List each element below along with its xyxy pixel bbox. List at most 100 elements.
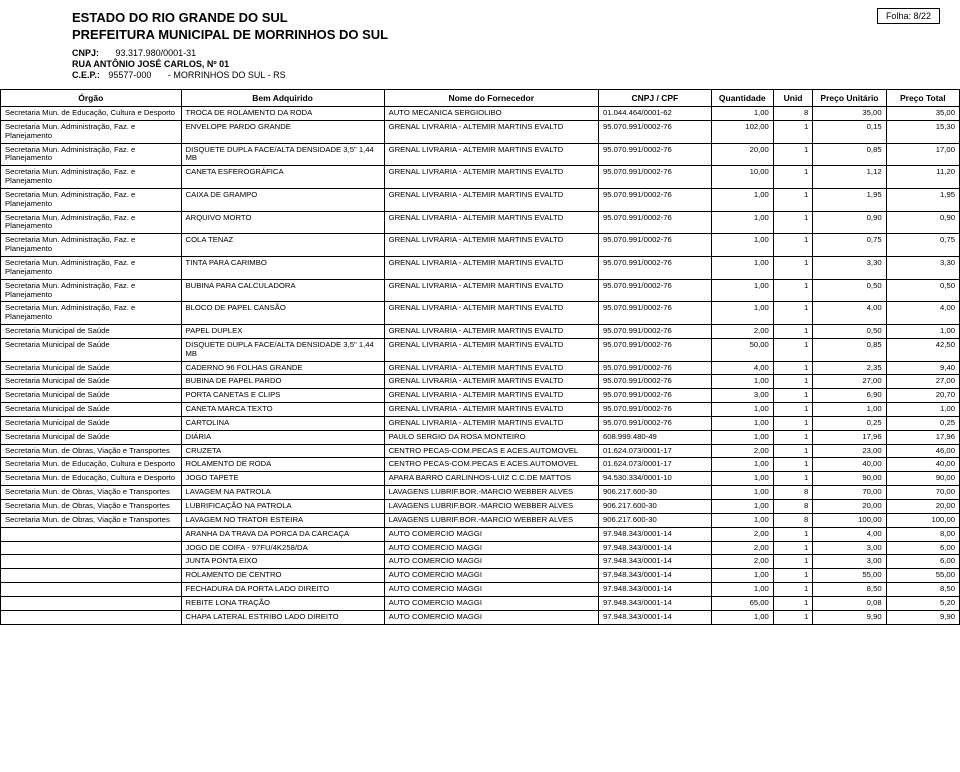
cell-unit: 0,75 — [813, 234, 886, 257]
cell-unit: 0,85 — [813, 143, 886, 166]
cell-unit: 2,35 — [813, 361, 886, 375]
cell-unit: 1,12 — [813, 166, 886, 189]
cell-forn: AUTO COMERCIO MAGGI — [384, 527, 598, 541]
cell-unid: 1 — [773, 143, 812, 166]
table-row: Secretaria Mun. de Educação, Cultura e D… — [1, 458, 960, 472]
cell-unit: 4,00 — [813, 302, 886, 325]
cell-total: 27,00 — [886, 375, 959, 389]
cell-orgao: Secretaria Mun. de Obras, Viação e Trans… — [1, 444, 182, 458]
cell-unid: 1 — [773, 416, 812, 430]
cell-bem: CHAPA LATERAL ESTRIBO LADO DIREITO — [181, 610, 384, 624]
cell-qtd: 1,00 — [711, 486, 773, 500]
cell-qtd: 1,00 — [711, 256, 773, 279]
cell-unid: 1 — [773, 555, 812, 569]
folha-label: Folha: — [886, 11, 911, 21]
table-row: Secretaria Mun. de Educação, Cultura e D… — [1, 107, 960, 121]
cell-orgao: Secretaria Mun. de Obras, Viação e Trans… — [1, 486, 182, 500]
cell-unit: 3,30 — [813, 256, 886, 279]
th-orgao: Órgão — [1, 90, 182, 107]
cell-cnpj: 95.070.991/0002-76 — [598, 325, 711, 339]
cell-forn: GRENAL LIVRARIA - ALTEMIR MARTINS EVALTD — [384, 166, 598, 189]
cell-forn: GRENAL LIVRARIA - ALTEMIR MARTINS EVALTD — [384, 256, 598, 279]
cell-cnpj: 95.070.991/0002-76 — [598, 188, 711, 211]
cell-forn: AUTO COMERCIO MAGGI — [384, 541, 598, 555]
cell-forn: GRENAL LIVRARIA - ALTEMIR MARTINS EVALTD — [384, 325, 598, 339]
cell-forn: LAVAGENS LUBRIF.BOR.-MARCIO WEBBER ALVES — [384, 486, 598, 500]
cnpj-label: CNPJ: — [72, 48, 99, 58]
table-row: Secretaria Mun. de Obras, Viação e Trans… — [1, 444, 960, 458]
cell-qtd: 1,00 — [711, 610, 773, 624]
cell-qtd: 3,00 — [711, 389, 773, 403]
cell-cnpj: 906.217.600-30 — [598, 500, 711, 514]
cell-bem: BLOCO DE PAPEL CANSÃO — [181, 302, 384, 325]
cell-qtd: 1,00 — [711, 569, 773, 583]
cell-total: 6,00 — [886, 541, 959, 555]
cell-unid: 8 — [773, 513, 812, 527]
cell-qtd: 1,00 — [711, 375, 773, 389]
cell-cnpj: 95.070.991/0002-76 — [598, 375, 711, 389]
cell-unid: 1 — [773, 338, 812, 361]
cell-total: 9,90 — [886, 610, 959, 624]
table-row: Secretaria Mun. Administração, Faz. e Pl… — [1, 256, 960, 279]
cell-qtd: 1,00 — [711, 472, 773, 486]
table-row: JUNTA PONTA EIXOAUTO COMERCIO MAGGI97.94… — [1, 555, 960, 569]
cell-unit: 55,00 — [813, 569, 886, 583]
cell-qtd: 2,00 — [711, 325, 773, 339]
cep-value: 95577-000 — [108, 70, 151, 80]
cell-orgao: Secretaria Mun. Administração, Faz. e Pl… — [1, 256, 182, 279]
cell-orgao — [1, 583, 182, 597]
cell-cnpj: 95.070.991/0002-76 — [598, 302, 711, 325]
cell-cnpj: 95.070.991/0002-76 — [598, 416, 711, 430]
cell-orgao — [1, 610, 182, 624]
cell-orgao — [1, 541, 182, 555]
table-row: ARANHA DA TRAVA DA PORCA DA CARCAÇAAUTO … — [1, 527, 960, 541]
table-row: Secretaria Mun. Administração, Faz. e Pl… — [1, 120, 960, 143]
cell-forn: GRENAL LIVRARIA - ALTEMIR MARTINS EVALTD — [384, 403, 598, 417]
cell-bem: ROLAMENTO DE CENTRO — [181, 569, 384, 583]
th-cnpj: CNPJ / CPF — [598, 90, 711, 107]
cell-total: 0,50 — [886, 279, 959, 302]
cell-forn: GRENAL LIVRARIA - ALTEMIR MARTINS EVALTD — [384, 375, 598, 389]
cell-qtd: 1,00 — [711, 458, 773, 472]
cell-bem: CANETA ESFEROGRÁFICA — [181, 166, 384, 189]
table-row: Secretaria Municipal de SaúdeBUBINA DE P… — [1, 375, 960, 389]
cell-total: 6,00 — [886, 555, 959, 569]
cell-qtd: 102,00 — [711, 120, 773, 143]
cell-orgao: Secretaria Mun. Administração, Faz. e Pl… — [1, 302, 182, 325]
cell-forn: GRENAL LIVRARIA - ALTEMIR MARTINS EVALTD — [384, 188, 598, 211]
cell-unid: 1 — [773, 256, 812, 279]
cell-unid: 1 — [773, 361, 812, 375]
cell-cnpj: 97.948.343/0001-14 — [598, 555, 711, 569]
cell-qtd: 1,00 — [711, 279, 773, 302]
cell-forn: AUTO COMERCIO MAGGI — [384, 569, 598, 583]
cell-orgao — [1, 555, 182, 569]
cell-unit: 0,15 — [813, 120, 886, 143]
table-row: Secretaria Mun. de Obras, Viação e Trans… — [1, 513, 960, 527]
cell-orgao — [1, 596, 182, 610]
cell-cnpj: 95.070.991/0002-76 — [598, 256, 711, 279]
cell-unit: 3,00 — [813, 541, 886, 555]
cell-bem: JOGO DE COIFA - 97FU/4K258/DA — [181, 541, 384, 555]
cell-total: 20,70 — [886, 389, 959, 403]
cell-bem: LAVAGEM NA PATROLA — [181, 486, 384, 500]
cell-total: 17,96 — [886, 430, 959, 444]
cell-bem: ARQUIVO MORTO — [181, 211, 384, 234]
cell-orgao: Secretaria Mun. de Educação, Cultura e D… — [1, 458, 182, 472]
cell-unid: 1 — [773, 375, 812, 389]
cell-forn: GRENAL LIVRARIA - ALTEMIR MARTINS EVALTD — [384, 120, 598, 143]
cell-forn: AUTO COMERCIO MAGGI — [384, 555, 598, 569]
cell-unid: 1 — [773, 527, 812, 541]
title-prefeitura: PREFEITURA MUNICIPAL DE MORRINHOS DO SUL — [72, 27, 940, 42]
cell-forn: AUTO COMERCIO MAGGI — [384, 610, 598, 624]
cell-unit: 35,00 — [813, 107, 886, 121]
cell-total: 8,50 — [886, 583, 959, 597]
cell-bem: LAVAGEM NO TRATOR ESTEIRA — [181, 513, 384, 527]
cidade-value: - MORRINHOS DO SUL - RS — [168, 70, 286, 80]
table-row: Secretaria Mun. Administração, Faz. e Pl… — [1, 143, 960, 166]
cell-qtd: 1,00 — [711, 403, 773, 417]
cell-unit: 0,90 — [813, 211, 886, 234]
cell-total: 8,00 — [886, 527, 959, 541]
cell-orgao: Secretaria Municipal de Saúde — [1, 361, 182, 375]
cell-qtd: 1,00 — [711, 211, 773, 234]
cell-unid: 8 — [773, 500, 812, 514]
